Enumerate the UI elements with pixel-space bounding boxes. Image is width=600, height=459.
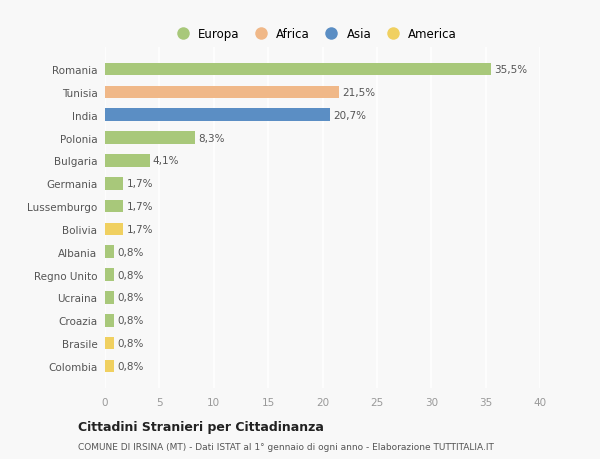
Bar xyxy=(105,86,339,99)
Text: Cittadini Stranieri per Cittadinanza: Cittadini Stranieri per Cittadinanza xyxy=(78,420,324,433)
Text: 21,5%: 21,5% xyxy=(342,88,375,98)
Bar xyxy=(105,201,124,213)
Text: 0,8%: 0,8% xyxy=(117,338,143,348)
Bar xyxy=(105,246,114,258)
Bar xyxy=(105,178,124,190)
Text: 4,1%: 4,1% xyxy=(153,156,179,166)
Bar xyxy=(105,109,330,122)
Bar xyxy=(105,337,114,350)
Text: 35,5%: 35,5% xyxy=(494,65,527,75)
Bar xyxy=(105,64,491,76)
Text: 1,7%: 1,7% xyxy=(127,202,153,212)
Text: 0,8%: 0,8% xyxy=(117,247,143,257)
Text: 0,8%: 0,8% xyxy=(117,293,143,303)
Text: 0,8%: 0,8% xyxy=(117,316,143,325)
Bar xyxy=(105,132,195,145)
Bar xyxy=(105,223,124,235)
Bar xyxy=(105,291,114,304)
Text: 0,8%: 0,8% xyxy=(117,361,143,371)
Text: 1,7%: 1,7% xyxy=(127,179,153,189)
Bar xyxy=(105,269,114,281)
Text: COMUNE DI IRSINA (MT) - Dati ISTAT al 1° gennaio di ogni anno - Elaborazione TUT: COMUNE DI IRSINA (MT) - Dati ISTAT al 1°… xyxy=(78,442,494,451)
Bar xyxy=(105,360,114,372)
Text: 1,7%: 1,7% xyxy=(127,224,153,235)
Bar xyxy=(105,314,114,327)
Text: 20,7%: 20,7% xyxy=(334,111,367,120)
Text: 8,3%: 8,3% xyxy=(199,133,225,143)
Text: 0,8%: 0,8% xyxy=(117,270,143,280)
Legend: Europa, Africa, Asia, America: Europa, Africa, Asia, America xyxy=(166,23,461,46)
Bar xyxy=(105,155,149,168)
